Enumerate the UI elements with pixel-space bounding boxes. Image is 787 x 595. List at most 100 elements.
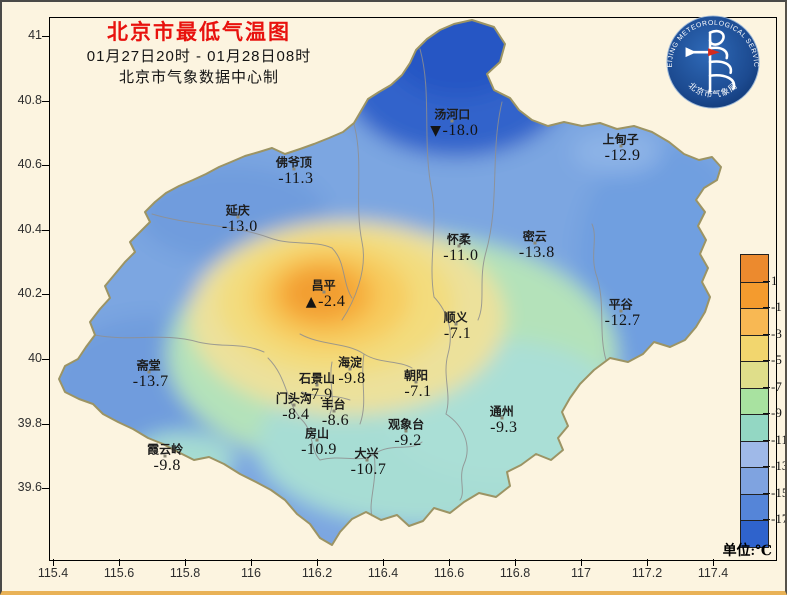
- title-block: 北京市最低气温图 01月27日20时 - 01月28日08时 北京市气象数据中心…: [47, 19, 351, 88]
- station-value-text: -10.7: [350, 460, 387, 478]
- station-value-text: -9.8: [153, 457, 181, 475]
- station-marker-dot: [315, 438, 319, 442]
- station-value: -12.9: [605, 147, 641, 165]
- colorbar-tick-mark: [763, 519, 770, 521]
- x-tick-mark: [251, 559, 252, 566]
- station-marker-dot: [236, 215, 240, 219]
- colorbar-segment: [741, 361, 768, 388]
- x-tick-label: 116.8: [499, 566, 531, 580]
- y-tick-label: 39.8: [17, 415, 42, 430]
- station-value-text: -8.4: [282, 405, 310, 423]
- station-marker-dot: [332, 409, 335, 413]
- min-temp-icon: ▼: [430, 122, 442, 139]
- colorbar-segment: [741, 334, 768, 362]
- district-borders: [94, 48, 607, 517]
- colorbar-segment: [741, 467, 768, 494]
- station-marker-dot: [404, 429, 408, 433]
- x-tick-label: 117.2: [631, 566, 663, 580]
- station-name: 朝阳: [403, 368, 429, 383]
- y-tick-mark: [42, 294, 49, 296]
- station-value: -9.8: [154, 457, 181, 475]
- station-name: 大兴: [354, 446, 379, 461]
- station-value: -7.1: [404, 383, 431, 401]
- station-value: -13.7: [133, 373, 169, 391]
- station-value: -10.9: [301, 441, 337, 459]
- colorbar-tick-label: -1: [771, 299, 782, 315]
- station-value-text: -18.0: [442, 121, 479, 139]
- x-tick-label: 116.2: [301, 566, 333, 580]
- station-name: 密云: [522, 229, 547, 244]
- station-name: 观象台: [388, 417, 425, 432]
- y-tick-mark: [42, 165, 49, 167]
- station-value-text: -7.1: [443, 325, 472, 342]
- colorbar-tick-mark: [763, 307, 770, 309]
- station-marker-dot: [292, 167, 296, 171]
- station-value: ▲-2.4: [306, 293, 346, 311]
- colorbar-segment: [741, 493, 768, 521]
- vane-cone: [685, 47, 697, 58]
- x-tick-label: 116: [241, 566, 261, 580]
- station-value: -8.6: [322, 412, 349, 430]
- x-tick-label: 115.6: [103, 566, 135, 580]
- station-marker-dot: [414, 380, 418, 384]
- wind-vane-icon: [692, 29, 736, 93]
- station-value: -8.4: [282, 406, 309, 424]
- station-value: -9.3: [490, 419, 517, 437]
- x-tick-mark: [713, 559, 714, 566]
- x-tick-mark: [185, 559, 186, 566]
- station-name: 上甸子: [602, 132, 639, 147]
- x-tick-mark: [317, 559, 318, 566]
- max-temp-icon: ▲: [305, 293, 318, 310]
- station-value: ▼-18.0: [430, 122, 478, 140]
- station-value: -9.8: [338, 370, 365, 388]
- y-tick-mark: [42, 488, 49, 490]
- station-name: 怀柔: [446, 232, 471, 247]
- vane-arrow-red: [708, 48, 720, 57]
- x-tick-mark: [515, 559, 516, 566]
- colorbar-tick-label: -5: [771, 352, 782, 368]
- station-name: 海淀: [337, 355, 363, 370]
- colorbar-tick-mark: [763, 466, 770, 468]
- station-value-text: -9.2: [394, 431, 422, 449]
- x-tick-mark: [647, 559, 648, 566]
- station-name: 房山: [304, 426, 330, 441]
- y-tick-label: 40.4: [17, 221, 42, 236]
- x-tick-mark: [449, 559, 450, 566]
- colorbar-tick-label: 1: [771, 272, 778, 288]
- page-title: 北京市最低气温图: [107, 21, 291, 44]
- station-name: 斋堂: [136, 358, 161, 373]
- y-tick-mark: [42, 100, 49, 102]
- y-tick-label: 39.6: [17, 480, 42, 495]
- station-value: -13.0: [222, 218, 258, 236]
- x-tick-mark: [53, 559, 54, 566]
- station-value-text: -2.4: [318, 292, 346, 310]
- plot-frame: [49, 17, 777, 561]
- colorbar-segment: [741, 440, 768, 468]
- station-value-text: -13.7: [132, 373, 169, 391]
- colorbar-tick-mark: [763, 360, 770, 362]
- station-value-text: -7.1: [404, 383, 432, 401]
- station-marker-dot: [315, 383, 319, 387]
- colorbar-tick-label: -13: [771, 458, 787, 474]
- station-name: 佛爷顶: [275, 155, 312, 170]
- station-marker-dot: [619, 144, 623, 148]
- colorbar-tick-mark: [763, 413, 770, 415]
- x-tick-label: 115.4: [37, 566, 69, 580]
- station-value-text: -12.7: [604, 312, 641, 330]
- station-marker-dot: [365, 458, 368, 462]
- colorbar-tick-mark: [763, 492, 770, 494]
- y-tick-mark: [42, 36, 49, 37]
- station-value-text: -13.8: [518, 244, 555, 262]
- station-marker-dot: [500, 416, 504, 420]
- station-value-text: -7.9: [305, 386, 333, 404]
- map-source: 北京市气象数据中心制: [118, 69, 279, 86]
- station-value-text: -12.9: [604, 147, 641, 165]
- unit-label: 单位:℃: [722, 544, 772, 559]
- station-value-text: -9.8: [338, 370, 366, 388]
- station-value: -7.1: [444, 325, 471, 343]
- station-value: -7.9: [305, 386, 332, 404]
- station-value-text: -10.9: [301, 441, 337, 459]
- station-value: -11.3: [278, 170, 313, 188]
